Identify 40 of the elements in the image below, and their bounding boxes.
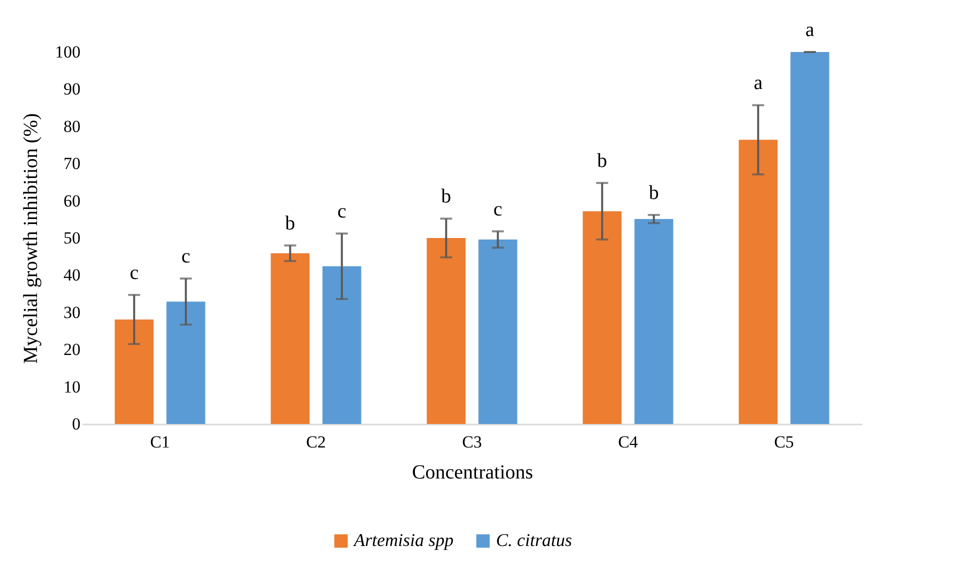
bar [582, 211, 622, 424]
y-tick-label: 20 [64, 340, 80, 360]
x-tick-label: C5 [774, 432, 794, 452]
y-tick-label: 50 [64, 228, 80, 248]
bar [478, 239, 518, 424]
bar [426, 238, 466, 424]
y-tick-label: 90 [64, 80, 80, 99]
bar [166, 302, 206, 424]
data-label: b [441, 186, 452, 208]
y-tick-label: 10 [64, 377, 80, 396]
data-label: b [597, 150, 608, 172]
bar [270, 253, 310, 424]
bar [322, 266, 362, 424]
data-label: c [130, 262, 139, 284]
y-axis-title: Mycelial growth inhibition (%) [20, 113, 42, 364]
x-axis-title: Concentrations [412, 462, 534, 484]
bar [738, 140, 778, 424]
y-tick-label: 40 [64, 266, 80, 285]
data-label: c [493, 198, 502, 220]
x-tick-label: C3 [462, 432, 482, 452]
x-tick-label: C2 [306, 432, 326, 452]
legend-label: Artemisia spp [353, 530, 454, 550]
data-label: a [805, 19, 814, 41]
data-label: b [285, 212, 296, 234]
x-tick-label: C1 [150, 432, 170, 452]
x-tick-label: C4 [618, 432, 638, 452]
bar [634, 219, 674, 424]
data-label: b [648, 182, 659, 204]
data-label: a [754, 72, 763, 94]
y-tick-label: 60 [64, 191, 80, 210]
bar [790, 52, 830, 424]
y-tick-label: 0 [72, 414, 80, 434]
y-tick-label: 30 [64, 302, 80, 322]
y-tick-label: 70 [64, 154, 80, 174]
y-tick-label: 100 [55, 42, 80, 62]
data-label: c [337, 200, 346, 223]
y-tick-label: 80 [64, 116, 80, 136]
legend-label: C. citratus [496, 530, 572, 550]
data-label: c [181, 246, 190, 268]
bar [114, 319, 154, 424]
